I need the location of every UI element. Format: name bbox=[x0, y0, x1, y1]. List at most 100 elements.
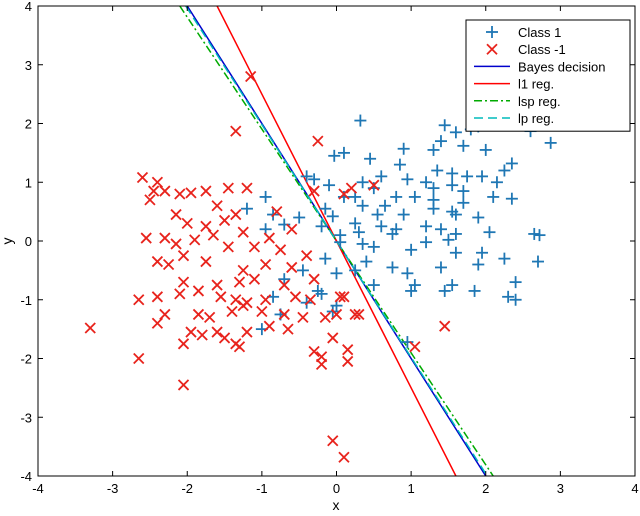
class-neg1-point bbox=[308, 185, 320, 197]
class-neg1-point bbox=[334, 291, 346, 303]
class-neg1-point bbox=[342, 344, 354, 356]
class-neg1-point bbox=[338, 188, 350, 200]
x-tick-label: -3 bbox=[107, 481, 119, 496]
legend-item: Bayes decision bbox=[474, 59, 605, 74]
class-neg1-point bbox=[185, 326, 197, 338]
class-neg1-point bbox=[159, 232, 171, 244]
x-tick-label: -4 bbox=[32, 481, 44, 496]
class-neg1-point bbox=[233, 276, 246, 288]
class-1-point bbox=[405, 243, 418, 256]
legend-item: lsp reg. bbox=[474, 94, 561, 109]
class-neg1-point bbox=[368, 179, 380, 191]
class-1-point bbox=[308, 173, 321, 186]
x-tick-label: 4 bbox=[631, 481, 638, 496]
class-1-point bbox=[330, 267, 343, 280]
class-neg1-point bbox=[297, 311, 309, 324]
class-1-point bbox=[349, 264, 362, 277]
class-1-point bbox=[505, 157, 518, 170]
legend: Class 1 Class -1 Bayes decision l1 reg. lsp … bbox=[465, 19, 631, 132]
x-tick-label: 3 bbox=[557, 481, 564, 496]
class-1-point bbox=[259, 190, 272, 203]
class-1-point bbox=[334, 236, 347, 249]
class-neg1-point bbox=[349, 308, 361, 321]
y-tick-label: 4 bbox=[25, 0, 32, 14]
class-neg1-point bbox=[289, 291, 302, 303]
class-neg1-point bbox=[189, 234, 201, 246]
class-1-point bbox=[446, 179, 459, 192]
class-1-point bbox=[326, 210, 339, 223]
class-1-point bbox=[427, 143, 440, 156]
class-neg1-point bbox=[148, 185, 160, 197]
class-neg1-point bbox=[151, 291, 164, 303]
class-1-point bbox=[328, 149, 341, 162]
class-neg1-point bbox=[327, 435, 339, 447]
x-tick-label: 0 bbox=[333, 481, 340, 496]
class-neg1-point bbox=[263, 232, 275, 244]
class-1-point bbox=[505, 192, 518, 205]
class-neg1-point bbox=[211, 279, 223, 291]
class-1-point bbox=[405, 284, 418, 297]
class-neg1-point bbox=[230, 208, 242, 221]
class-neg1-point bbox=[218, 332, 231, 344]
x-tick-label: 1 bbox=[408, 481, 415, 496]
class-neg1-point bbox=[151, 176, 164, 188]
legend-label: Class -1 bbox=[518, 42, 566, 57]
class-1-point bbox=[528, 227, 541, 240]
legend-label: Class 1 bbox=[518, 25, 561, 40]
class-neg1-point bbox=[170, 208, 182, 221]
class-neg1-point bbox=[200, 185, 212, 197]
class-1-point bbox=[367, 240, 380, 253]
class-1-point bbox=[319, 202, 332, 215]
class-1-point bbox=[509, 293, 522, 306]
class-1-point bbox=[390, 190, 403, 203]
class-1-point bbox=[533, 229, 546, 242]
class-1-point bbox=[449, 227, 462, 240]
class-neg1-point bbox=[133, 352, 145, 365]
class-1-point bbox=[300, 170, 313, 183]
class-neg1-point bbox=[245, 70, 257, 83]
class-neg1-point bbox=[222, 241, 234, 253]
class-1-point bbox=[379, 199, 392, 212]
class-neg1-point bbox=[256, 305, 268, 318]
class-1-point bbox=[401, 173, 414, 186]
x-tick-label: -1 bbox=[256, 481, 268, 496]
class-1-point bbox=[544, 136, 557, 149]
class-1-point bbox=[337, 146, 350, 159]
class-1-point bbox=[449, 126, 462, 139]
class-neg1-point bbox=[230, 294, 242, 306]
class-neg1-point bbox=[218, 214, 231, 227]
class-neg1-point bbox=[230, 338, 242, 350]
x-axis-label: x bbox=[333, 497, 340, 513]
class-1-point bbox=[442, 233, 455, 246]
decision-line-4 bbox=[179, 6, 494, 476]
y-tick-label: 1 bbox=[25, 175, 32, 190]
class-1-point bbox=[427, 202, 440, 215]
class-1-point bbox=[490, 176, 503, 189]
class-neg1-point bbox=[177, 250, 190, 262]
class-1-point bbox=[293, 211, 306, 224]
class-1-point bbox=[356, 199, 369, 212]
class-neg1-point bbox=[342, 355, 354, 368]
decision-line-3 bbox=[216, 6, 457, 476]
class-neg1-point bbox=[133, 294, 145, 306]
class-neg1-point bbox=[319, 311, 331, 324]
class-1-point bbox=[319, 252, 332, 265]
class-1-point bbox=[420, 220, 433, 233]
class-1-point bbox=[457, 185, 470, 198]
class-1-point bbox=[367, 279, 380, 292]
class-1-point bbox=[364, 152, 377, 165]
legend-label: l1 reg. bbox=[518, 77, 554, 92]
class-1-point bbox=[498, 252, 511, 265]
class-neg1-point bbox=[263, 320, 275, 332]
class-1-point bbox=[457, 196, 470, 209]
class-1-point bbox=[434, 135, 447, 148]
class-neg1-point bbox=[159, 308, 171, 321]
class-1-point bbox=[487, 190, 500, 203]
class-1-point bbox=[446, 279, 459, 292]
class-neg1-point bbox=[226, 305, 238, 318]
class-1-point bbox=[449, 246, 462, 259]
class-1-point bbox=[356, 237, 369, 250]
class-neg1-point bbox=[207, 229, 220, 241]
y-tick-label: 3 bbox=[25, 58, 32, 73]
class-1-point bbox=[476, 170, 489, 183]
